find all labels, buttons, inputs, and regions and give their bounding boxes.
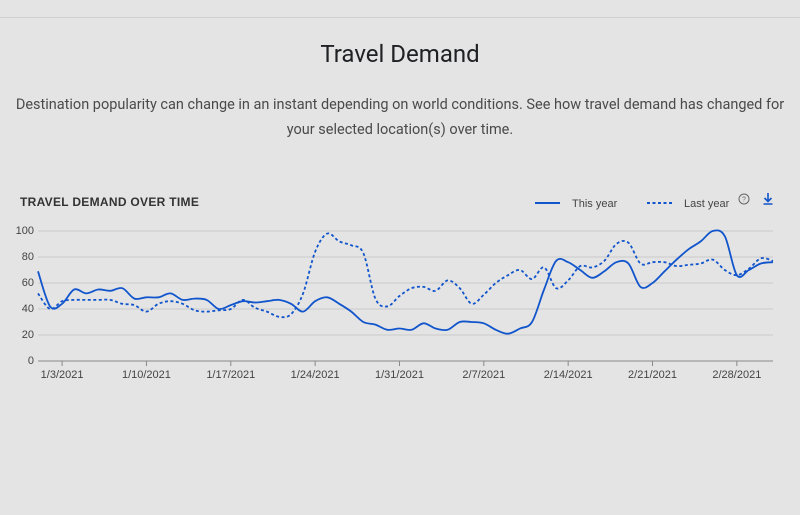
x-tick-label: 1/3/2021 [41,369,84,381]
y-tick-label: 20 [22,329,34,341]
series-line [37,232,774,319]
series-line [37,229,774,335]
x-tick-label: 2/14/2021 [544,369,593,381]
page-title: Travel Demand [320,40,480,68]
x-tick-label: 1/17/2021 [206,369,255,381]
svg-text:?: ? [742,196,746,203]
y-tick-label: 0 [28,355,34,367]
chart-title: TRAVEL DEMAND OVER TIME [20,195,199,209]
x-tick-label: 1/31/2021 [375,369,424,381]
separator [0,17,800,18]
y-tick-label: 100 [16,225,34,237]
x-tick-label: 1/10/2021 [122,369,171,381]
x-tick-label: 2/7/2021 [462,369,505,381]
legend-label: Last year [684,198,730,210]
x-tick-label: 1/24/2021 [291,369,340,381]
legend-label: This year [572,198,618,210]
y-tick-label: 60 [22,277,34,289]
help-icon[interactable]: ? [738,193,750,205]
x-tick-label: 2/28/2021 [712,369,761,381]
x-tick-label: 2/21/2021 [628,369,677,381]
description: Destination popularity can change in an … [15,96,785,138]
y-tick-label: 40 [22,303,34,315]
y-tick-label: 80 [22,251,34,263]
download-icon[interactable] [763,193,773,205]
